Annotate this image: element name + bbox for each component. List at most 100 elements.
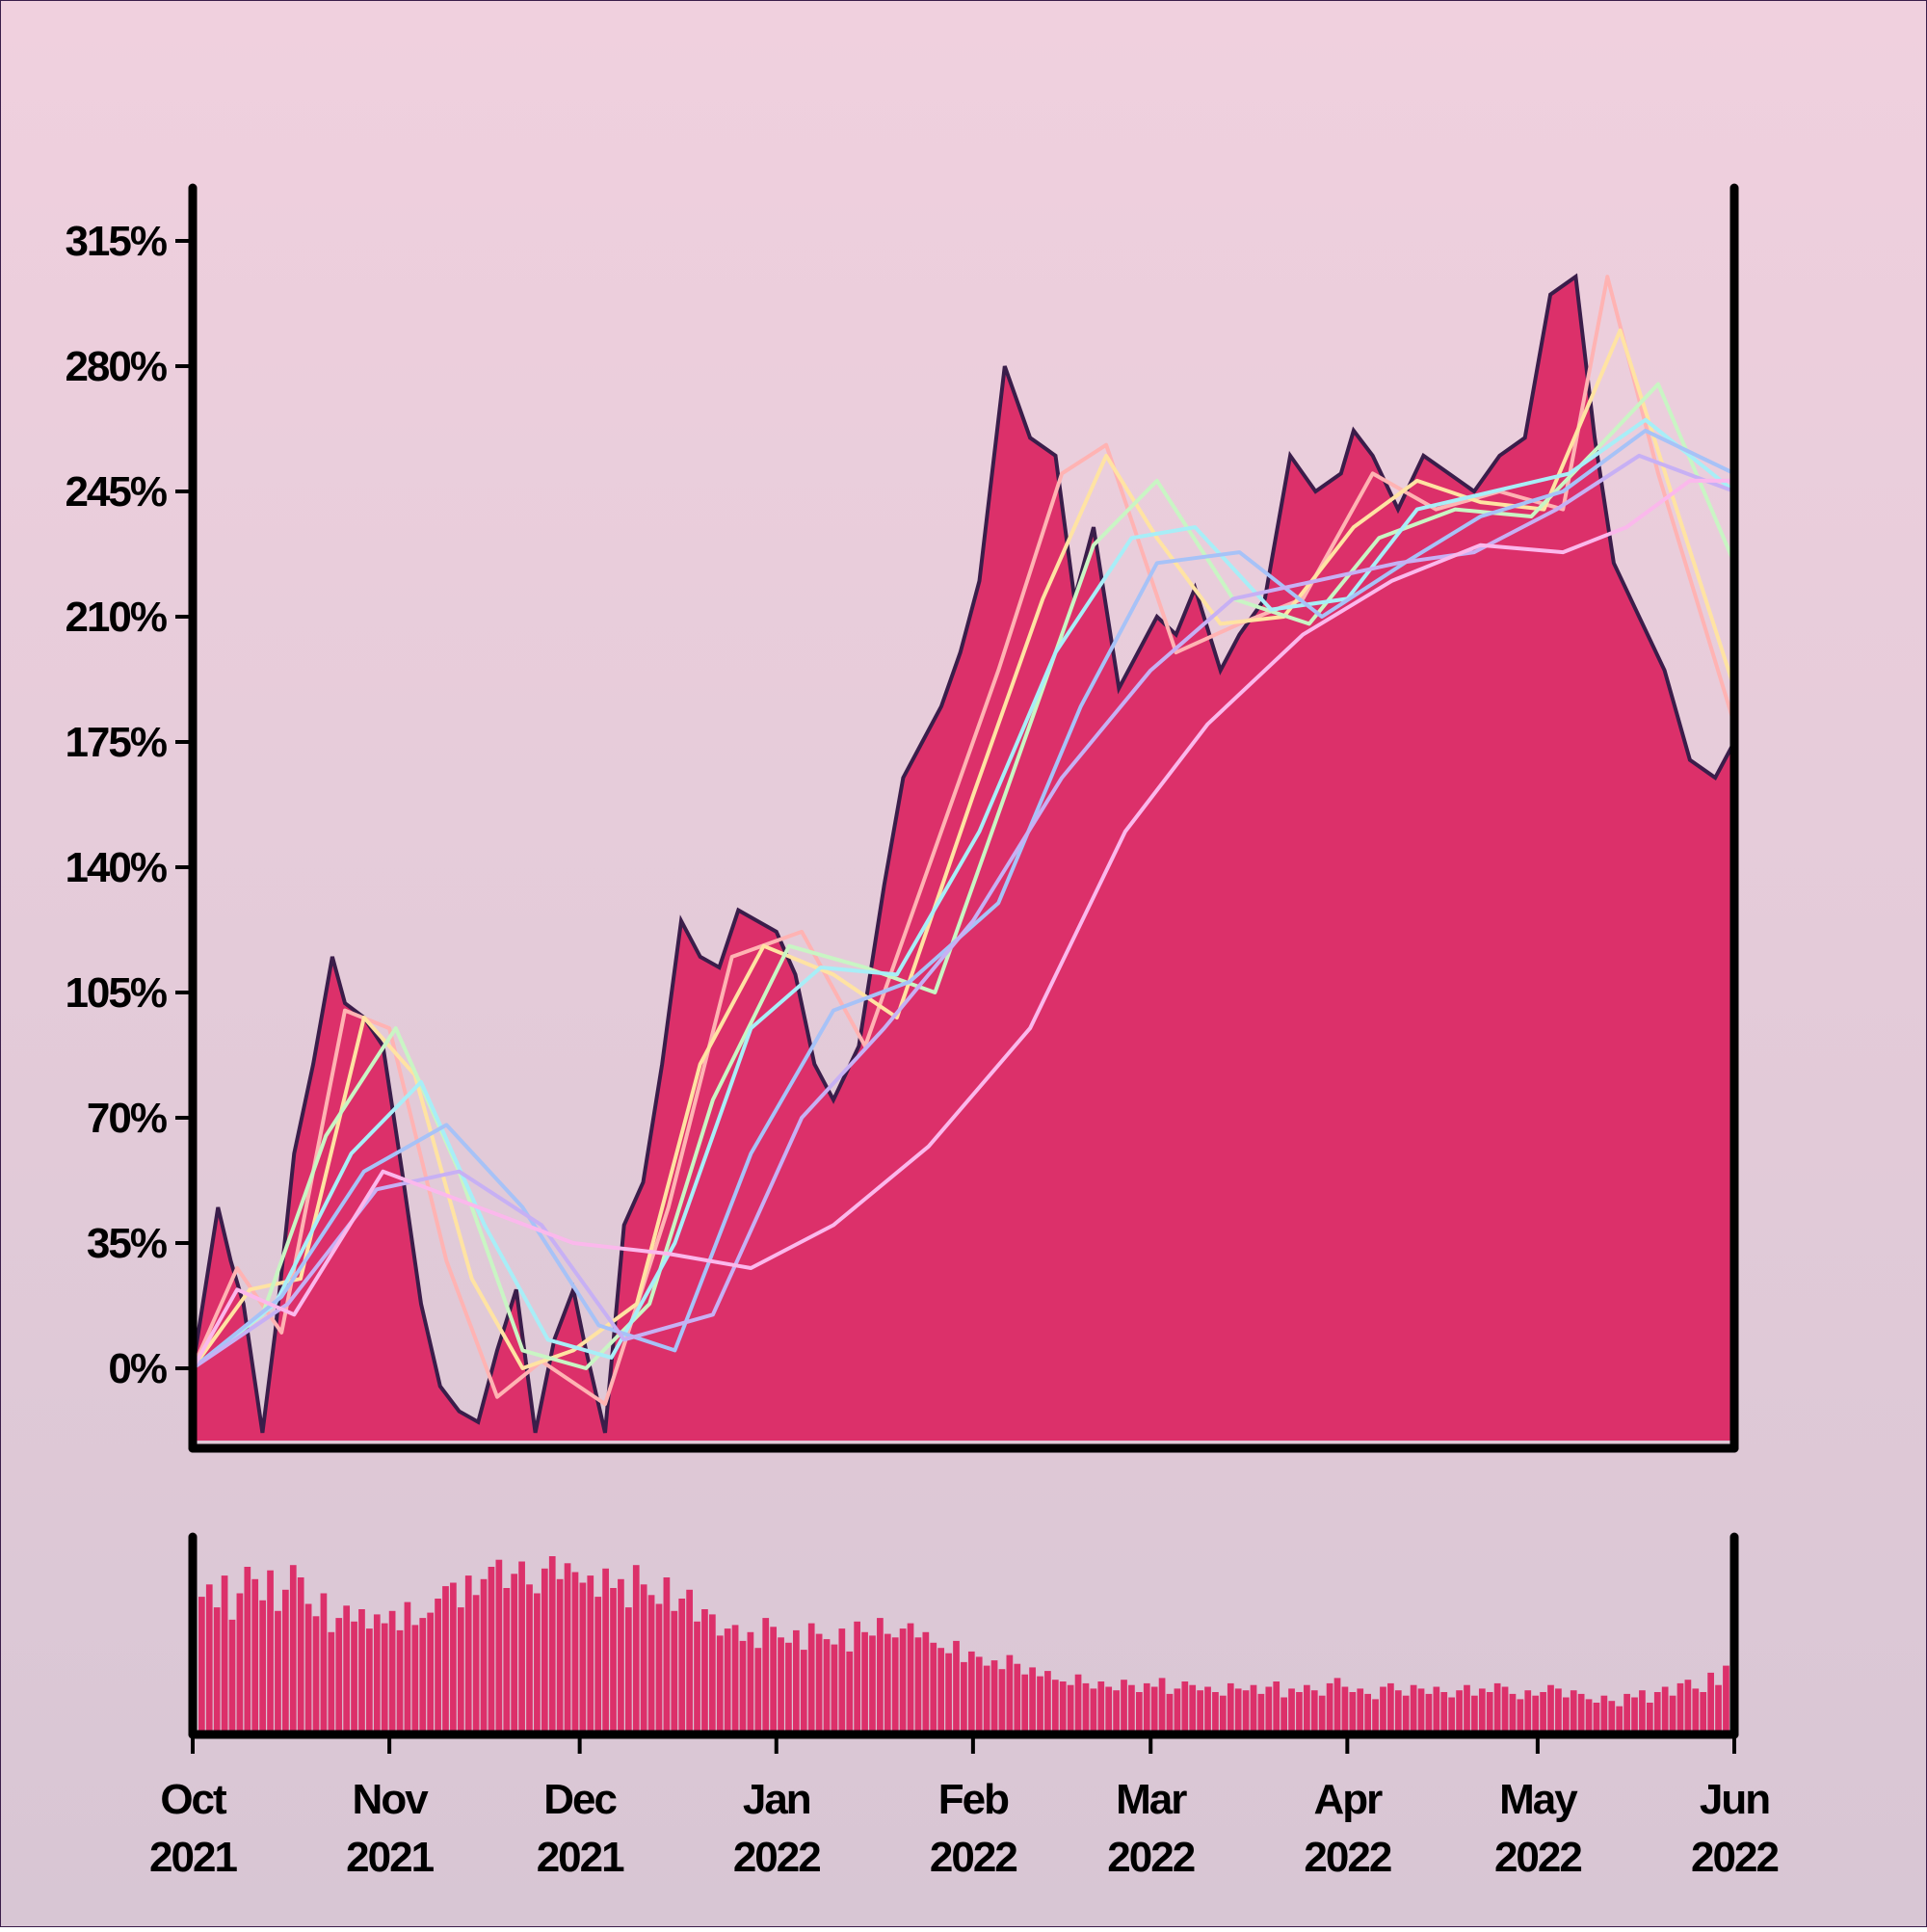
volume-bar [480, 1578, 488, 1734]
volume-bar [541, 1568, 548, 1734]
volume-bar [1402, 1695, 1410, 1734]
volume-bar [1684, 1680, 1692, 1734]
volume-bar [990, 1660, 998, 1734]
volume-bar [747, 1631, 754, 1734]
volume-bar [914, 1637, 922, 1734]
volume-bar [411, 1625, 419, 1734]
volume-bar [388, 1610, 396, 1734]
x-tick-month-label: Jun [1700, 1776, 1769, 1823]
volume-bar [1493, 1682, 1501, 1734]
volume-bar [213, 1607, 221, 1734]
volume-bar [320, 1593, 328, 1734]
moving-average-line-7 [193, 478, 1734, 1369]
volume-bar [1570, 1690, 1577, 1734]
volume-bar [1105, 1686, 1113, 1734]
volume-bar [526, 1584, 533, 1734]
volume-bar [1174, 1688, 1181, 1734]
volume-bar [998, 1669, 1006, 1734]
volume-bar [1273, 1681, 1280, 1734]
volume-bar [739, 1640, 747, 1734]
volume-bar [1593, 1703, 1600, 1734]
y-tick-label: 140% [65, 844, 166, 891]
x-tick-month-label: Jan [743, 1776, 810, 1823]
volume-bar [701, 1609, 708, 1734]
x-tick-year-label: 2022 [733, 1834, 820, 1881]
y-tick-label: 315% [65, 218, 166, 265]
volume-bar [236, 1593, 244, 1734]
volume-bar [297, 1577, 304, 1734]
volume-bar [1639, 1690, 1646, 1734]
volume-bar [571, 1572, 579, 1734]
moving-average-line-6 [193, 453, 1734, 1370]
volume-bar [579, 1582, 587, 1734]
volume-bar [1715, 1684, 1722, 1734]
volume-bar [686, 1589, 693, 1734]
volume-bar [961, 1661, 967, 1734]
x-tick-year-label: 2022 [1107, 1834, 1194, 1881]
volume-bar [1448, 1697, 1456, 1734]
volume-bar [754, 1648, 762, 1734]
volume-bar [1616, 1706, 1623, 1734]
x-tick-year-label: 2022 [1494, 1834, 1581, 1881]
volume-bar [1014, 1663, 1021, 1734]
volume-bar [1700, 1692, 1707, 1734]
volume-bar [1097, 1681, 1105, 1734]
volume-bar [1692, 1688, 1700, 1734]
volume-bar [396, 1629, 404, 1734]
volume-bar [793, 1629, 800, 1734]
volume-bar [922, 1631, 930, 1734]
volume-bar [328, 1631, 335, 1734]
volume-bar [1257, 1693, 1265, 1734]
volume-bar [1410, 1684, 1417, 1734]
volume-bar [457, 1607, 464, 1734]
volume-bar [877, 1618, 884, 1734]
volume-bar [1113, 1690, 1120, 1734]
volume-bar [1265, 1686, 1273, 1734]
volume-bar [1464, 1684, 1470, 1734]
volume-bar [1486, 1692, 1493, 1734]
volume-bar [1212, 1692, 1219, 1734]
price-panel: 0% 35% 70% 105% 140% 175% 210% 245% 280% 315% [65, 183, 1739, 1453]
volume-bar [785, 1642, 792, 1734]
y-tick-label: 280% [65, 343, 166, 390]
volume-bar [450, 1582, 457, 1734]
x-tick-year-label: 2022 [1691, 1834, 1778, 1881]
volume-bar [442, 1586, 449, 1734]
volume-bar [1326, 1682, 1333, 1734]
volume-bar [823, 1639, 831, 1734]
volume-bar [967, 1651, 975, 1734]
volume-bar [1059, 1681, 1067, 1734]
volume-bar [1158, 1678, 1166, 1734]
volume-bar [1150, 1686, 1158, 1734]
volume-bar [1585, 1699, 1593, 1734]
volume-bar [632, 1565, 640, 1734]
volume-bar [831, 1644, 838, 1734]
volume-bar [694, 1621, 700, 1734]
volume-bar [678, 1599, 686, 1734]
volume-bar [671, 1610, 678, 1734]
volume-bar [1555, 1688, 1562, 1734]
volume-bar [366, 1628, 373, 1734]
volume-bar [1509, 1693, 1517, 1734]
volume-bar [282, 1589, 289, 1734]
volume-bar [1333, 1678, 1341, 1734]
volume-bar [983, 1665, 990, 1734]
volume-bar [1135, 1692, 1143, 1734]
volume-bar [640, 1584, 647, 1734]
volume-bar [594, 1597, 602, 1734]
volume-bar [1540, 1692, 1546, 1734]
moving-average-line-1 [193, 275, 1734, 1407]
volume-bar [1234, 1688, 1242, 1734]
x-tick-month-label: Apr [1313, 1776, 1383, 1823]
volume-bar [861, 1631, 868, 1734]
volume-bar [1166, 1693, 1174, 1734]
volume-bar [854, 1621, 861, 1734]
volume-panel-frame [188, 1532, 1739, 1739]
volume-bar [899, 1628, 907, 1734]
x-tick-year-label: 2021 [346, 1834, 434, 1881]
volume-bar [435, 1599, 441, 1734]
volume-bar [1532, 1695, 1540, 1734]
volume-bar [1037, 1676, 1043, 1734]
volume-bar [891, 1637, 899, 1734]
